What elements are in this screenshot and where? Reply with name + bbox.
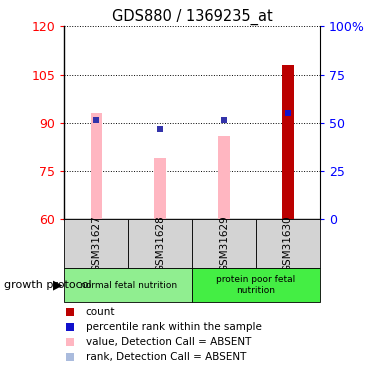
Text: growth protocol: growth protocol xyxy=(4,280,92,290)
Text: GSM31629: GSM31629 xyxy=(219,215,229,272)
Bar xyxy=(282,65,294,219)
Text: GSM31630: GSM31630 xyxy=(283,215,293,272)
Text: count: count xyxy=(86,307,115,317)
Bar xyxy=(192,268,320,302)
Bar xyxy=(154,158,166,219)
Bar xyxy=(64,268,192,302)
Text: percentile rank within the sample: percentile rank within the sample xyxy=(86,322,262,332)
Text: GSM31627: GSM31627 xyxy=(91,215,101,272)
Text: GSM31628: GSM31628 xyxy=(155,215,165,272)
Bar xyxy=(192,219,256,268)
Text: normal fetal nutrition: normal fetal nutrition xyxy=(80,280,177,290)
Title: GDS880 / 1369235_at: GDS880 / 1369235_at xyxy=(112,9,273,25)
Text: rank, Detection Call = ABSENT: rank, Detection Call = ABSENT xyxy=(86,352,246,362)
Bar xyxy=(90,113,102,219)
Bar xyxy=(218,136,230,219)
Text: ▶: ▶ xyxy=(53,279,62,291)
Text: protein poor fetal
nutrition: protein poor fetal nutrition xyxy=(216,275,296,295)
Bar xyxy=(64,219,128,268)
Bar xyxy=(128,219,192,268)
Text: value, Detection Call = ABSENT: value, Detection Call = ABSENT xyxy=(86,337,251,347)
Bar xyxy=(256,219,320,268)
